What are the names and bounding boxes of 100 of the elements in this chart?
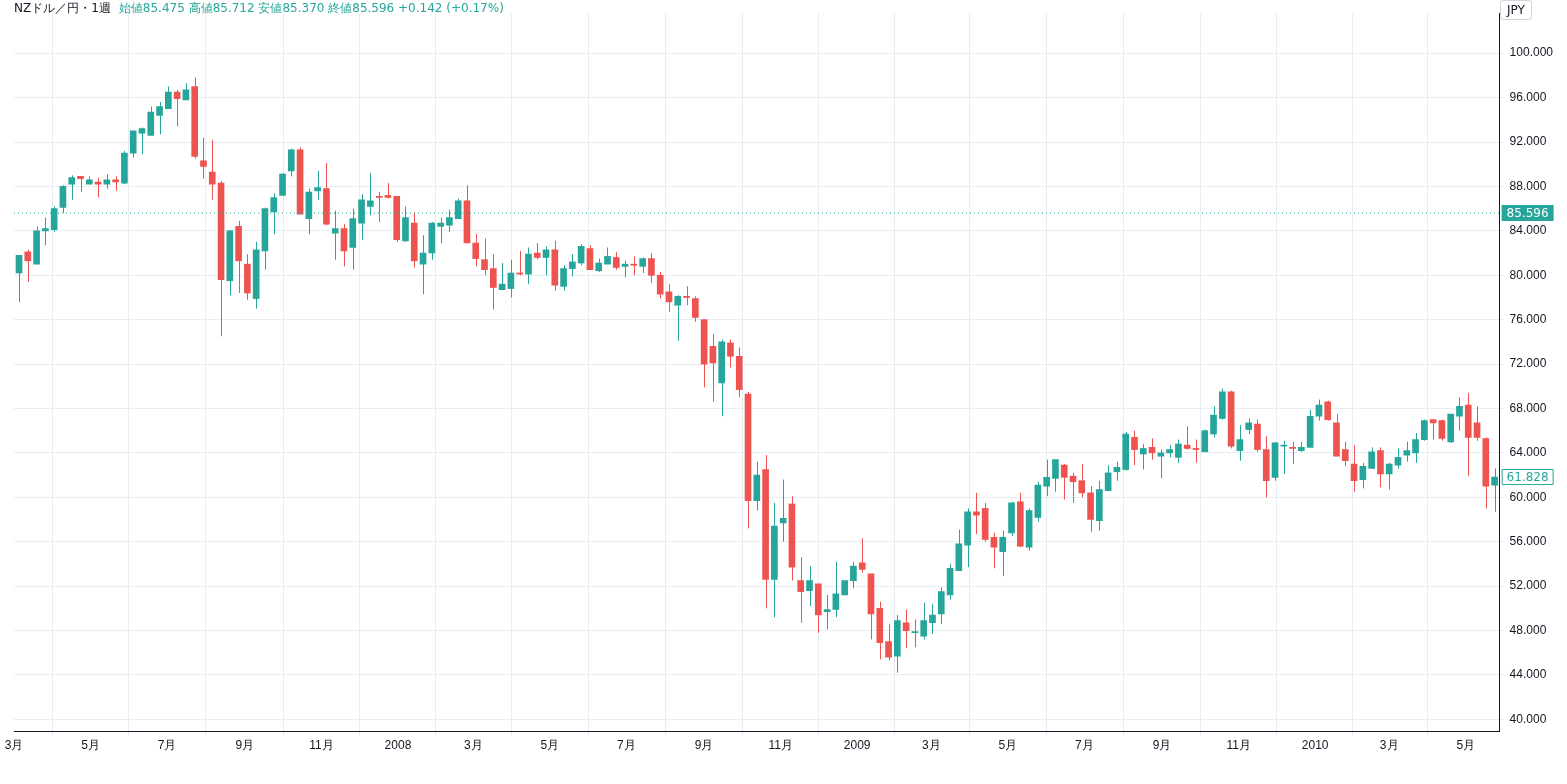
- y-tick-label: 80.000: [1509, 267, 1547, 282]
- y-tick-label: 76.000: [1509, 311, 1547, 326]
- candlestick: [1377, 446, 1384, 488]
- candlestick: [911, 618, 919, 648]
- y-tick-label: 68.000: [1509, 400, 1547, 415]
- x-tick-label: 5月: [540, 738, 560, 753]
- candlestick: [858, 537, 866, 574]
- x-tick-label: 3月: [463, 738, 483, 753]
- candlestick: [129, 130, 137, 159]
- candlestick: [683, 285, 690, 306]
- x-tick-label: 11月: [768, 738, 793, 753]
- candlestick: [569, 253, 576, 277]
- candlestick: [885, 623, 892, 662]
- y-tick-label: 40.000: [1509, 711, 1547, 726]
- candlestick: [1236, 424, 1244, 462]
- candlestick: [200, 137, 207, 180]
- x-tick-label: 2009: [843, 738, 871, 753]
- candlestick: [1078, 463, 1086, 498]
- candlestick: [806, 565, 813, 607]
- x-tick-label: 5月: [998, 738, 1018, 753]
- ref-line-label: 85.596: [1506, 206, 1549, 221]
- x-tick-label: 7月: [616, 738, 636, 753]
- candlestick: [156, 101, 163, 135]
- candlestick: [489, 253, 497, 311]
- y-tick-label: 60.000: [1509, 489, 1547, 504]
- candlestick: [630, 255, 638, 276]
- x-tick-label: 3月: [921, 738, 941, 753]
- candlestick: [823, 594, 831, 630]
- candlestick: [287, 148, 295, 177]
- x-tick-label: 9月: [694, 738, 714, 753]
- candlestick: [1052, 459, 1059, 493]
- candlestick: [481, 238, 488, 276]
- candlestick: [850, 561, 857, 589]
- candlestick: [1043, 459, 1050, 497]
- x-tick-label: 2010: [1301, 738, 1329, 753]
- candlestick: [1183, 425, 1191, 451]
- candlestick: [1456, 396, 1463, 432]
- y-tick-label: 96.000: [1509, 89, 1547, 104]
- y-tick-label: 56.000: [1509, 534, 1547, 549]
- candlestick: [1403, 441, 1411, 463]
- chart-title: NZドル／円・1週: [14, 1, 111, 15]
- chart-subtitle: 始値85.475 高値85.712 安値85.370 終値85.596 +0.142 (+0.17%): [118, 1, 504, 15]
- candlestick: [999, 530, 1007, 577]
- annotation: 61.828: [1506, 470, 1549, 485]
- candlestick: [1412, 432, 1419, 464]
- candlestick: [68, 174, 76, 201]
- candlestick: [340, 223, 348, 267]
- candlestick: [1491, 467, 1498, 513]
- candlestick: [94, 177, 102, 199]
- y-tick-label: 44.000: [1509, 667, 1547, 682]
- candlestick: [586, 244, 594, 271]
- candlestick: [1192, 439, 1200, 464]
- candlestick: [674, 294, 682, 342]
- candlestick: [1289, 441, 1296, 465]
- y-tick-label: 88.000: [1509, 178, 1547, 193]
- candlestick: [973, 492, 980, 535]
- candlestick: [165, 85, 172, 110]
- x-tick-label: 9月: [235, 738, 255, 753]
- x-tick-label: 5月: [1456, 738, 1476, 753]
- candlestick: [147, 105, 155, 136]
- x-tick-label: 9月: [1152, 738, 1172, 753]
- candlestick: [437, 217, 444, 244]
- x-tick-label: 11月: [1226, 738, 1251, 753]
- candlestick: [560, 264, 567, 292]
- x-tick-label: 2008: [384, 738, 412, 753]
- x-tick-label: 5月: [81, 738, 100, 753]
- x-tick-label: 11月: [309, 738, 334, 753]
- candlestick: [797, 556, 805, 624]
- candlestick: [24, 249, 32, 283]
- candlestick: [692, 295, 699, 323]
- candlestick: [648, 252, 655, 284]
- x-tick-label: 7月: [1074, 738, 1094, 753]
- y-tick-label: 92.000: [1509, 134, 1547, 149]
- candlestick: [542, 245, 550, 276]
- y-tick-label: 52.000: [1509, 578, 1547, 593]
- candlestick: [920, 602, 928, 640]
- y-tick-label: 100.000: [1509, 45, 1554, 60]
- candlestick: [1359, 462, 1367, 489]
- candlestick: [902, 608, 910, 649]
- candlestick: [525, 246, 532, 285]
- y-tick-label: 84.000: [1509, 223, 1547, 238]
- x-tick-label: 3月: [4, 738, 24, 753]
- candlestick: [727, 339, 734, 368]
- candlestick: [1315, 399, 1323, 422]
- candlestick: [1060, 463, 1068, 501]
- candlestick: [472, 233, 480, 267]
- candlestick: [656, 271, 664, 300]
- candlestick: [937, 586, 945, 625]
- x-tick-label: 7月: [157, 738, 177, 753]
- candlestick: [1280, 440, 1288, 475]
- candlestick: [1175, 439, 1182, 464]
- candlestick: [1139, 443, 1147, 471]
- candlestick: [42, 217, 49, 246]
- candlestick: [314, 170, 321, 201]
- candlestick: [990, 532, 998, 569]
- candlestick: [1385, 462, 1393, 491]
- candlestick: [929, 603, 936, 635]
- candlestick: [208, 139, 216, 201]
- candlestick: [375, 191, 383, 223]
- y-tick-label: 64.000: [1509, 445, 1547, 460]
